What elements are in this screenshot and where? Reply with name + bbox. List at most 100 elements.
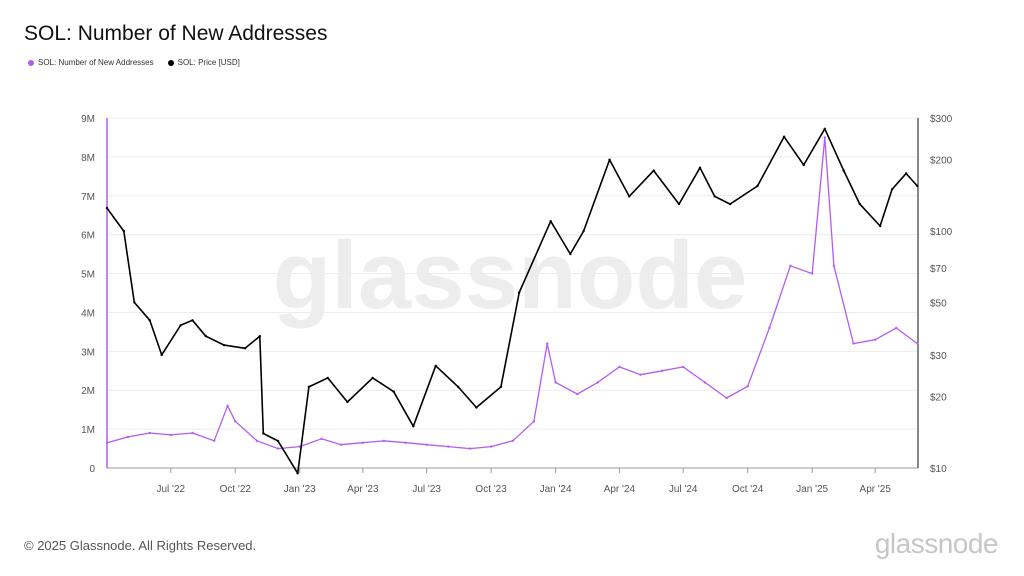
data-point-new-addresses xyxy=(832,264,836,267)
x-tick-label: Jan '25 xyxy=(796,484,828,495)
data-point-price xyxy=(456,385,460,389)
legend-item-new-addresses[interactable]: SOL: Number of New Addresses xyxy=(28,58,154,67)
data-point-new-addresses xyxy=(532,420,536,423)
data-point-price xyxy=(782,135,786,138)
data-point-price xyxy=(549,220,552,223)
y-right-tick-label: $50 xyxy=(930,298,947,309)
data-point-price xyxy=(191,319,194,322)
data-point-price xyxy=(276,439,280,443)
y-left-tick-label: 5M xyxy=(81,270,95,281)
data-point-new-addresses xyxy=(382,439,386,442)
data-point-new-addresses xyxy=(226,404,229,407)
data-point-price xyxy=(105,206,109,210)
data-point-new-addresses xyxy=(489,445,493,448)
data-point-new-addresses xyxy=(639,373,642,376)
data-point-price xyxy=(858,202,862,206)
data-point-new-addresses xyxy=(169,433,172,437)
data-point-price xyxy=(823,127,826,131)
data-point-new-addresses xyxy=(810,272,814,275)
data-point-price xyxy=(204,334,208,338)
x-tick-label: Jul '24 xyxy=(669,484,698,495)
data-point-new-addresses xyxy=(852,342,855,345)
data-point-price xyxy=(434,364,437,367)
data-point-new-addresses xyxy=(404,441,407,444)
y-left-tick-label: 8M xyxy=(81,153,95,164)
data-point-price xyxy=(517,291,521,294)
legend-marker-price xyxy=(167,59,174,66)
legend-label-price: SOL: Price [USD] xyxy=(177,58,240,67)
data-point-new-addresses xyxy=(681,365,685,369)
y-left-tick-label: 3M xyxy=(81,347,95,358)
legend: SOL: Number of New Addresses SOL: Price … xyxy=(28,58,240,67)
y-right-tick-label: $200 xyxy=(930,156,953,167)
data-point-new-addresses xyxy=(916,342,919,345)
data-point-new-addresses xyxy=(511,439,515,442)
data-point-new-addresses xyxy=(545,342,549,345)
x-tick-label: Jan '23 xyxy=(284,484,316,495)
y-left-tick-label: 7M xyxy=(81,192,95,203)
legend-marker-new-addresses xyxy=(28,59,34,66)
x-tick-label: Jul '23 xyxy=(412,484,441,495)
data-point-price xyxy=(258,334,262,338)
data-point-price xyxy=(728,202,732,206)
data-point-price xyxy=(262,432,265,435)
data-point-price xyxy=(179,324,182,327)
y-left-tick-label: 1M xyxy=(81,425,95,436)
data-point-price xyxy=(677,202,681,206)
y-right-tick-label: $20 xyxy=(930,393,947,404)
data-point-new-addresses xyxy=(576,392,579,396)
data-point-new-addresses xyxy=(789,264,792,267)
data-point-price xyxy=(582,229,585,233)
series-line-price xyxy=(106,128,918,475)
y-right-tick-label: $300 xyxy=(930,114,953,125)
data-point-price xyxy=(878,224,882,228)
data-point-price xyxy=(371,376,374,380)
legend-label-new-addresses: SOL: Number of New Addresses xyxy=(38,58,154,67)
data-point-price xyxy=(475,406,478,409)
data-point-price xyxy=(326,376,329,380)
data-point-new-addresses xyxy=(823,136,826,139)
data-point-new-addresses xyxy=(895,326,898,330)
y-left-tick-label: 6M xyxy=(81,231,95,242)
data-point-price xyxy=(842,169,845,172)
data-point-new-addresses xyxy=(554,381,557,384)
data-point-new-addresses xyxy=(425,443,428,446)
data-point-price xyxy=(916,184,919,188)
legend-item-price[interactable]: SOL: Price [USD] xyxy=(167,58,240,67)
y-left-tick-label: 0 xyxy=(89,464,95,475)
data-point-price xyxy=(160,353,163,357)
data-point-price xyxy=(412,425,415,428)
data-point-price xyxy=(698,166,702,169)
x-tick-label: Apr '24 xyxy=(604,484,636,495)
data-point-price xyxy=(307,385,311,389)
y-right-tick-label: $10 xyxy=(930,464,947,475)
y-right-tick-label: $100 xyxy=(930,227,953,238)
data-point-new-addresses xyxy=(148,431,151,435)
data-point-price xyxy=(652,169,655,172)
x-tick-label: Oct '24 xyxy=(732,484,764,495)
data-point-new-addresses xyxy=(618,365,621,369)
y-right-tick-label: $70 xyxy=(930,264,947,275)
data-point-new-addresses xyxy=(361,441,365,444)
data-point-price xyxy=(133,301,136,304)
x-tick-label: Oct '23 xyxy=(475,484,507,495)
data-point-new-addresses xyxy=(126,435,130,439)
data-point-new-addresses xyxy=(339,443,343,446)
x-tick-label: Jul '22 xyxy=(156,484,185,495)
data-point-price xyxy=(243,347,247,350)
data-point-price xyxy=(346,400,349,404)
data-point-price xyxy=(148,319,151,322)
data-point-new-addresses xyxy=(660,369,664,372)
x-tick-label: Oct '22 xyxy=(220,484,252,495)
data-point-price xyxy=(569,252,572,256)
x-tick-label: Jan '24 xyxy=(540,484,572,495)
data-point-new-addresses xyxy=(191,431,194,435)
data-point-new-addresses xyxy=(255,439,259,442)
data-point-price xyxy=(608,158,611,161)
data-point-new-addresses xyxy=(320,437,323,441)
copyright: © 2025 Glassnode. All Rights Reserved. xyxy=(24,538,257,553)
data-point-new-addresses xyxy=(105,441,109,444)
data-point-new-addresses xyxy=(703,381,707,384)
series-line-new-addresses xyxy=(106,136,918,450)
